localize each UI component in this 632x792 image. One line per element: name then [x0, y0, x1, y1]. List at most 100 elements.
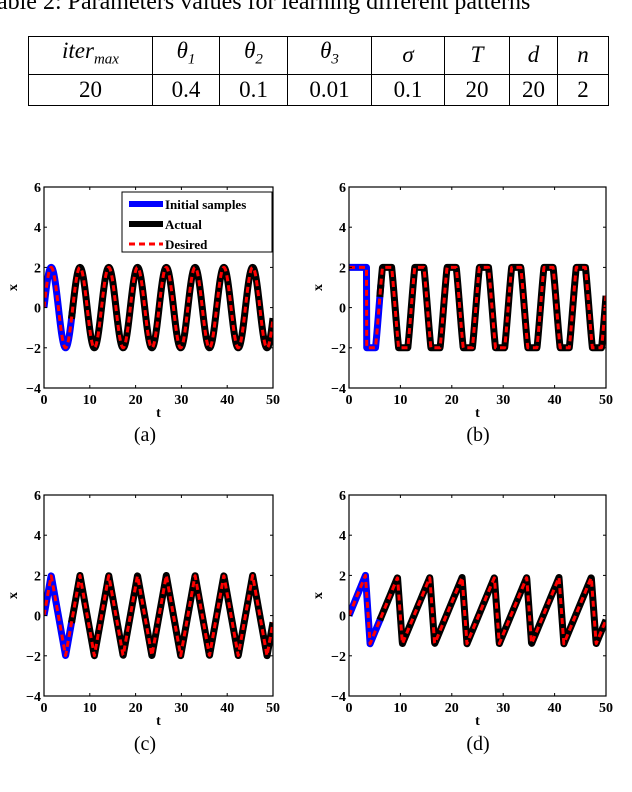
caption-text: Table 2: Parameters values for learning …	[0, 0, 531, 15]
legend: Initial samples Actual Desired	[121, 191, 273, 253]
header-sub: 1	[187, 51, 196, 68]
desired-line	[349, 573, 606, 646]
header-base: d	[527, 42, 540, 68]
parameters-table: itermax θ1 θ2 θ3 σ T d n 20 0.4 0.1 0.01…	[28, 36, 609, 106]
plot-lines	[349, 571, 606, 648]
header-d: d	[509, 36, 558, 75]
plot-panel-a: 0 10 20 30 40 50 −4 −2 0 2 4 6 t x	[6, 181, 280, 421]
legend-label: Desired	[165, 237, 208, 252]
plot-panel-d: 0 10 20 30 40 50 −4 −2 0 2 4 6 t x	[311, 489, 613, 729]
header-base: θ	[320, 38, 332, 63]
y-tick-label: 2	[339, 569, 346, 584]
x-tick-label: 0	[41, 701, 48, 716]
x-tick-label: 10	[83, 701, 97, 716]
plot-lines	[349, 263, 606, 352]
x-axis-label: t	[475, 714, 480, 729]
y-tick-label: 4	[339, 221, 346, 236]
x-tick-label: 10	[83, 393, 97, 408]
y-tick-label: 6	[339, 489, 346, 504]
y-tick-label: −4	[331, 382, 346, 397]
desired-line	[44, 573, 273, 658]
axes-box	[348, 494, 607, 697]
value-n: 2	[557, 73, 609, 106]
x-tick-label: 20	[129, 701, 143, 716]
y-axis-label: x	[311, 592, 326, 599]
y-tick-label: −4	[331, 690, 346, 705]
y-tick-label: −2	[26, 650, 41, 665]
y-axis-label: x	[6, 592, 21, 599]
y-tick-label: −2	[26, 342, 41, 357]
x-tick-label: 10	[393, 701, 407, 716]
x-tick-label: 50	[599, 701, 613, 716]
actual-line	[376, 573, 606, 648]
x-axis-label: t	[475, 406, 480, 421]
header-base: iter	[62, 38, 94, 63]
plot-lines	[44, 263, 273, 352]
y-tick-label: 2	[339, 261, 346, 276]
value-theta1: 0.4	[152, 73, 220, 106]
x-tick-label: 10	[393, 393, 407, 408]
header-base: σ	[402, 42, 414, 68]
header-iter-max: itermax	[28, 36, 153, 75]
value-theta3: 0.01	[287, 73, 372, 106]
plot-panel-b: 0 10 20 30 40 50 −4 −2 0 2 4 6 t x	[311, 181, 613, 421]
desired-line	[349, 265, 606, 350]
value-T: 20	[444, 73, 510, 106]
desired-line	[44, 265, 273, 350]
x-tick-label: 30	[174, 701, 188, 716]
x-tick-label: 40	[548, 393, 562, 408]
y-tick-label: 2	[34, 261, 41, 276]
x-tick-label: 0	[346, 393, 353, 408]
y-tick-label: 0	[34, 302, 41, 317]
y-tick-label: 4	[34, 221, 41, 236]
table-header-row: itermax θ1 θ2 θ3 σ T d n	[28, 36, 609, 75]
y-axis-label: x	[6, 284, 21, 291]
plot-panel-c: 0 10 20 30 40 50 −4 −2 0 2 4 6 t x	[6, 489, 280, 729]
x-tick-label: 0	[346, 701, 353, 716]
y-tick-label: 2	[34, 569, 41, 584]
subfigure-caption-a: (a)	[133, 424, 157, 446]
x-tick-label: 30	[496, 393, 510, 408]
header-sub: 2	[255, 51, 263, 68]
legend-label: Initial samples	[165, 197, 246, 212]
table-caption: Table 2: Parameters values for learning …	[0, 0, 632, 16]
value-iter-max: 20	[28, 73, 153, 106]
y-tick-label: 6	[339, 181, 346, 196]
y-tick-label: 0	[339, 610, 346, 625]
y-tick-label: −4	[26, 382, 41, 397]
header-n: n	[557, 36, 609, 75]
x-tick-label: 0	[41, 393, 48, 408]
y-tick-label: 4	[34, 529, 41, 544]
y-tick-label: −2	[331, 342, 346, 357]
x-axis-label: t	[156, 714, 161, 729]
header-sub: max	[93, 51, 119, 68]
header-base: θ	[176, 38, 188, 63]
x-tick-label: 40	[220, 701, 234, 716]
plot-lines	[44, 571, 273, 660]
value-sigma: 0.1	[371, 73, 445, 106]
header-T: T	[444, 36, 510, 75]
subfigure-caption-c: (c)	[133, 733, 157, 755]
x-tick-label: 50	[599, 393, 613, 408]
header-base: θ	[244, 38, 256, 63]
x-tick-label: 30	[496, 701, 510, 716]
x-tick-label: 20	[129, 393, 143, 408]
header-base: T	[470, 42, 484, 68]
y-tick-label: 6	[34, 181, 41, 196]
x-tick-label: 40	[548, 701, 562, 716]
x-tick-label: 30	[174, 393, 188, 408]
x-tick-label: 50	[266, 393, 280, 408]
y-tick-label: −4	[26, 690, 41, 705]
y-tick-label: −2	[331, 650, 346, 665]
y-tick-label: 4	[339, 529, 346, 544]
legend-label: Actual	[165, 217, 202, 232]
axes-box	[43, 186, 274, 389]
x-axis-label: t	[156, 406, 161, 421]
value-theta2: 0.1	[219, 73, 288, 106]
x-tick-label: 50	[266, 701, 280, 716]
header-sub: 3	[331, 51, 339, 68]
initial-samples-line	[349, 263, 385, 352]
x-tick-label: 20	[445, 701, 459, 716]
subfigure-caption-b: (b)	[466, 424, 490, 446]
